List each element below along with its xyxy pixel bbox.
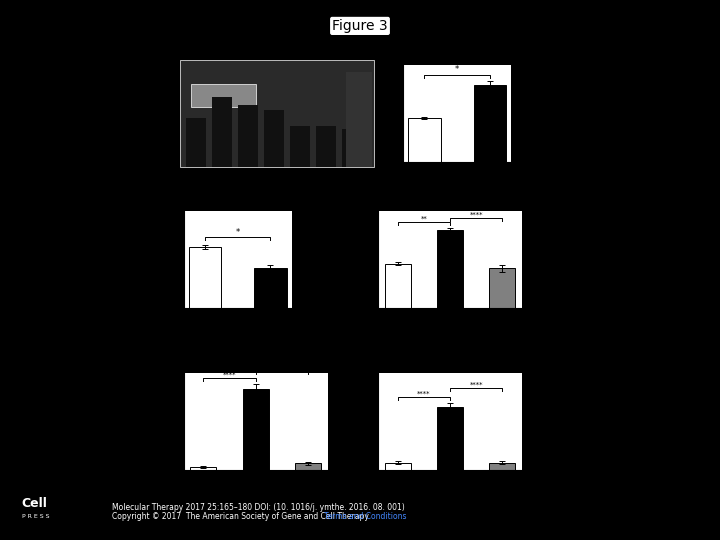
Text: *: * (455, 65, 459, 75)
Text: C: C (164, 206, 172, 216)
Bar (290, 126, 310, 167)
Bar (490, 463, 516, 470)
Text: ****: **** (469, 382, 483, 388)
Text: Terms and Conditions: Terms and Conditions (324, 511, 407, 521)
Text: B: B (384, 60, 392, 70)
Bar (384, 264, 410, 308)
Bar (384, 463, 410, 470)
Bar (254, 268, 287, 308)
Bar (191, 84, 256, 107)
Bar (408, 118, 441, 162)
Text: Cell: Cell (22, 497, 48, 510)
Y-axis label: EF1-Luciferase activity
[Lum] (FC to PMM): EF1-Luciferase activity [Lum] (FC to PMM… (148, 220, 162, 299)
Text: D: D (352, 206, 361, 216)
Text: ****: **** (469, 212, 483, 218)
Bar (346, 72, 372, 167)
Text: ****: **** (222, 372, 236, 377)
Bar (238, 105, 258, 167)
Text: E: E (158, 368, 166, 378)
Bar (490, 268, 516, 308)
Bar (212, 97, 232, 167)
Text: Figure 3: Figure 3 (332, 19, 388, 33)
Y-axis label: pSmad2/GAPDH
(FC to BSA+H): pSmad2/GAPDH (FC to BSA+H) (368, 85, 382, 141)
Bar (437, 407, 463, 470)
Bar (190, 467, 216, 470)
Text: F: F (352, 368, 359, 378)
Text: ****: **** (275, 365, 289, 371)
Bar (342, 129, 361, 167)
Bar (186, 118, 206, 167)
Bar (264, 110, 284, 167)
Bar (243, 389, 269, 470)
Text: **: ** (420, 216, 427, 222)
Y-axis label: Col1A1/GAPDH
(FC to BSA+DMSO): Col1A1/GAPDH (FC to BSA+DMSO) (346, 388, 360, 455)
Bar (474, 85, 506, 162)
Text: Copyright © 2017  The American Society of Gene and Cell Therapy: Copyright © 2017 The American Society of… (112, 511, 371, 521)
Bar (316, 126, 336, 167)
Text: Molecular Therapy 2017 25:165–180 DOI: (10. 1016/j. ymthe. 2016. 08. 001): Molecular Therapy 2017 25:165–180 DOI: (… (112, 503, 405, 512)
Y-axis label: pSmad2/TGFBR1
(FC to BSA+DMSO): pSmad2/TGFBR1 (FC to BSA+DMSO) (344, 226, 358, 293)
Text: *: * (235, 228, 240, 237)
Text: P R E S S: P R E S S (22, 515, 49, 519)
Bar (437, 231, 463, 308)
Text: ****: **** (417, 390, 431, 396)
Text: A: A (158, 48, 167, 58)
Bar (295, 463, 321, 470)
Y-axis label: CTGF/GAPDH
(FC to BSA+DMSO): CTGF/GAPDH (FC to BSA+DMSO) (152, 388, 166, 455)
Bar (189, 247, 221, 308)
